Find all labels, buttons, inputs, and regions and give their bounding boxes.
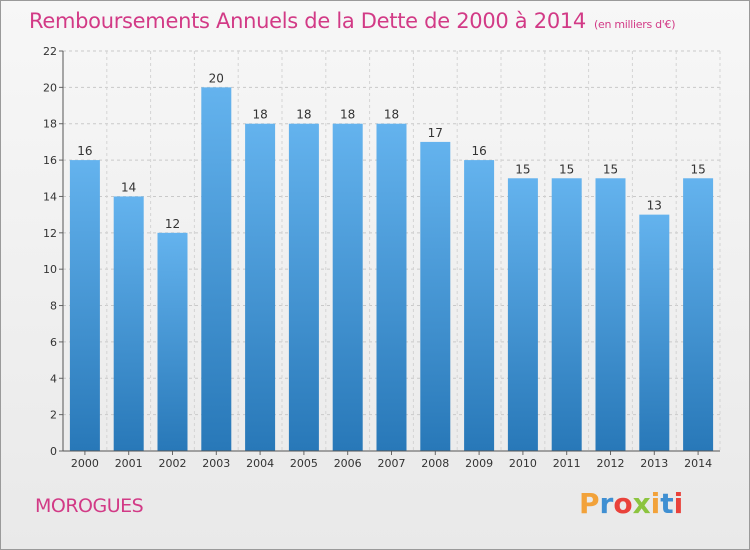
- x-tick-label: 2013: [640, 457, 668, 470]
- x-tick-label: 2010: [509, 457, 537, 470]
- bar-2008: [420, 141, 451, 451]
- x-tick-label: 2002: [159, 457, 187, 470]
- logo-letter: o: [613, 487, 633, 520]
- bar-2001: [113, 196, 144, 451]
- x-tick-label: 2003: [202, 457, 230, 470]
- y-tick-label: 0: [50, 445, 57, 458]
- chart-title: Remboursements Annuels de la Dette de 20…: [29, 9, 675, 33]
- bar-2005: [288, 123, 319, 452]
- x-tick-label: 2004: [246, 457, 274, 470]
- data-label: 15: [690, 162, 705, 176]
- data-label: 15: [559, 162, 574, 176]
- bar-2010: [507, 178, 538, 452]
- data-label: 20: [209, 71, 224, 85]
- x-tick-label: 2005: [290, 457, 318, 470]
- y-tick-label: 14: [43, 190, 57, 203]
- data-label: 18: [296, 108, 311, 122]
- y-tick-label: 12: [43, 227, 57, 240]
- city-name: MOROGUES: [35, 495, 144, 517]
- data-label: 14: [121, 180, 136, 194]
- axes: [59, 50, 720, 455]
- logo-letter: P: [579, 487, 600, 520]
- x-tick-label: 2009: [465, 457, 493, 470]
- bars: [69, 87, 714, 452]
- bar-2002: [157, 232, 188, 451]
- y-tick-label: 6: [50, 336, 57, 349]
- y-tick-label: 2: [50, 409, 57, 422]
- data-label: 16: [77, 144, 92, 158]
- y-tick-label: 22: [43, 45, 57, 58]
- y-tick-label: 18: [43, 118, 57, 131]
- y-tick-label: 10: [43, 263, 57, 276]
- data-label: 15: [603, 162, 618, 176]
- bar-2006: [332, 123, 363, 452]
- logo-letter: t: [660, 487, 674, 520]
- x-tick-label: 2001: [115, 457, 143, 470]
- data-label: 18: [252, 108, 267, 122]
- data-label: 17: [428, 126, 443, 140]
- x-tick-label: 2008: [421, 457, 449, 470]
- data-label: 16: [471, 144, 486, 158]
- data-label: 15: [515, 162, 530, 176]
- y-tick-label: 16: [43, 154, 57, 167]
- chart-title-text: Remboursements Annuels de la Dette de 20…: [29, 9, 586, 33]
- x-tick-label: 2000: [71, 457, 99, 470]
- bar-2004: [245, 123, 276, 452]
- bar-2000: [69, 160, 100, 451]
- data-label: 12: [165, 217, 180, 231]
- bar-2012: [595, 178, 626, 452]
- x-tick-label: 2011: [553, 457, 581, 470]
- y-tick-label: 20: [43, 81, 57, 94]
- data-label: 18: [384, 108, 399, 122]
- bar-2009: [464, 160, 495, 451]
- x-tick-label: 2014: [684, 457, 712, 470]
- y-tick-label: 8: [50, 300, 57, 313]
- labels: 0 2 4 6 8 10 12 14 16 18 20 22 16 2000 14 2001 12 2002 20 2…: [43, 45, 712, 470]
- bar-2003: [201, 87, 232, 451]
- logo-letter: x: [632, 487, 651, 520]
- data-label: 18: [340, 108, 355, 122]
- chart-unit: (en milliers d'€): [594, 18, 676, 31]
- x-tick-label: 2006: [334, 457, 362, 470]
- bar-2007: [376, 123, 407, 452]
- data-label: 13: [647, 199, 662, 213]
- bar-2011: [551, 178, 582, 452]
- logo-letter: r: [599, 487, 614, 520]
- logo-letter: i: [650, 487, 661, 520]
- x-tick-label: 2007: [378, 457, 406, 470]
- proxiti-logo: Proxiti: [579, 487, 683, 520]
- bar-2013: [639, 214, 670, 451]
- x-tick-label: 2012: [597, 457, 625, 470]
- logo-letter: i: [673, 487, 684, 520]
- y-tick-label: 4: [50, 372, 57, 385]
- bar-2014: [683, 178, 714, 452]
